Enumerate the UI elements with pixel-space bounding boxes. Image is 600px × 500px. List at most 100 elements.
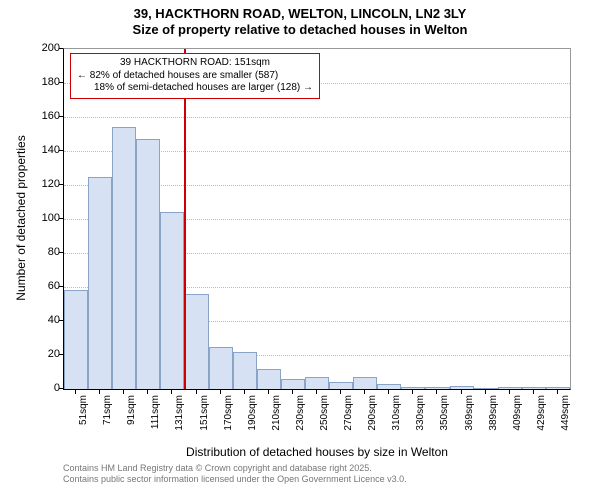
x-tick-mark	[461, 390, 462, 394]
histogram-bar	[112, 127, 136, 389]
x-tick-label: 429sqm	[536, 395, 547, 455]
y-tick-mark	[59, 388, 63, 389]
y-tick-label: 60	[30, 281, 60, 291]
y-tick-mark	[59, 116, 63, 117]
y-axis-label: Number of detached properties	[14, 47, 28, 389]
x-tick-label: 389sqm	[488, 395, 499, 455]
y-tick-mark	[59, 48, 63, 49]
x-tick-mark	[123, 390, 124, 394]
annotation-line: 18% of semi-detached houses are larger (…	[77, 82, 313, 95]
histogram-bar	[546, 387, 570, 389]
y-tick-label: 120	[30, 179, 60, 189]
title-line1: 39, HACKTHORN ROAD, WELTON, LINCOLN, LN2…	[0, 6, 600, 22]
histogram-bar	[136, 139, 160, 389]
x-tick-mark	[485, 390, 486, 394]
y-tick-mark	[59, 252, 63, 253]
annotation-header: 39 HACKTHORN ROAD: 151sqm	[77, 57, 313, 70]
x-tick-mark	[316, 390, 317, 394]
y-tick-label: 200	[30, 43, 60, 53]
y-tick-label: 180	[30, 77, 60, 87]
chart-container: 39, HACKTHORN ROAD, WELTON, LINCOLN, LN2…	[0, 0, 600, 500]
histogram-bar	[184, 294, 208, 389]
x-tick-mark	[147, 390, 148, 394]
x-tick-label: 51sqm	[78, 395, 89, 455]
title-line2: Size of property relative to detached ho…	[0, 22, 600, 38]
x-tick-mark	[75, 390, 76, 394]
footer-line1: Contains HM Land Registry data © Crown c…	[63, 463, 407, 474]
y-tick-label: 80	[30, 247, 60, 257]
x-tick-label: 210sqm	[271, 395, 282, 455]
x-tick-mark	[244, 390, 245, 394]
x-tick-label: 369sqm	[464, 395, 475, 455]
histogram-bar	[474, 388, 498, 389]
histogram-bar	[257, 369, 281, 389]
y-tick-label: 140	[30, 145, 60, 155]
x-tick-mark	[509, 390, 510, 394]
x-tick-mark	[99, 390, 100, 394]
x-tick-label: 310sqm	[391, 395, 402, 455]
histogram-bar	[450, 386, 474, 389]
annotation-line: ← 82% of detached houses are smaller (58…	[77, 70, 313, 83]
title-block: 39, HACKTHORN ROAD, WELTON, LINCOLN, LN2…	[0, 0, 600, 39]
y-tick-mark	[59, 82, 63, 83]
y-tick-mark	[59, 354, 63, 355]
x-tick-mark	[268, 390, 269, 394]
histogram-bar	[233, 352, 257, 389]
x-tick-label: 230sqm	[295, 395, 306, 455]
gridline	[64, 117, 570, 118]
x-tick-mark	[171, 390, 172, 394]
histogram-bar	[329, 382, 353, 389]
y-tick-mark	[59, 218, 63, 219]
y-tick-label: 160	[30, 111, 60, 121]
x-tick-mark	[533, 390, 534, 394]
x-tick-mark	[220, 390, 221, 394]
y-tick-label: 20	[30, 349, 60, 359]
x-tick-mark	[364, 390, 365, 394]
footer-line2: Contains public sector information licen…	[63, 474, 407, 485]
histogram-bar	[281, 379, 305, 389]
histogram-bar	[305, 377, 329, 389]
histogram-bar	[209, 347, 233, 390]
x-tick-mark	[412, 390, 413, 394]
x-tick-label: 409sqm	[512, 395, 523, 455]
y-tick-label: 0	[30, 383, 60, 393]
footer-attribution: Contains HM Land Registry data © Crown c…	[63, 463, 407, 486]
x-tick-mark	[436, 390, 437, 394]
y-tick-mark	[59, 286, 63, 287]
x-tick-label: 449sqm	[560, 395, 571, 455]
histogram-bar	[160, 212, 184, 389]
histogram-bar	[377, 384, 401, 389]
histogram-bar	[498, 387, 522, 389]
x-tick-label: 111sqm	[150, 395, 161, 455]
x-tick-mark	[292, 390, 293, 394]
y-tick-mark	[59, 150, 63, 151]
histogram-bar	[88, 177, 112, 390]
histogram-bar	[64, 290, 88, 389]
x-tick-label: 170sqm	[223, 395, 234, 455]
x-tick-mark	[388, 390, 389, 394]
x-tick-label: 151sqm	[199, 395, 210, 455]
x-tick-label: 330sqm	[415, 395, 426, 455]
histogram-bar	[401, 387, 425, 389]
x-tick-label: 131sqm	[174, 395, 185, 455]
y-tick-label: 40	[30, 315, 60, 325]
histogram-bar	[522, 387, 546, 389]
x-tick-label: 250sqm	[319, 395, 330, 455]
x-tick-label: 270sqm	[343, 395, 354, 455]
y-tick-label: 100	[30, 213, 60, 223]
x-tick-mark	[196, 390, 197, 394]
annotation-box: 39 HACKTHORN ROAD: 151sqm← 82% of detach…	[70, 53, 320, 99]
histogram-bar	[353, 377, 377, 389]
y-tick-mark	[59, 320, 63, 321]
histogram-bar	[425, 387, 449, 389]
x-tick-mark	[557, 390, 558, 394]
x-tick-label: 71sqm	[102, 395, 113, 455]
x-tick-label: 350sqm	[439, 395, 450, 455]
plot-area: 39 HACKTHORN ROAD: 151sqm← 82% of detach…	[63, 48, 571, 390]
y-tick-mark	[59, 184, 63, 185]
reference-line	[184, 49, 186, 389]
x-tick-label: 190sqm	[247, 395, 258, 455]
x-tick-label: 91sqm	[126, 395, 137, 455]
x-tick-mark	[340, 390, 341, 394]
x-tick-label: 290sqm	[367, 395, 378, 455]
